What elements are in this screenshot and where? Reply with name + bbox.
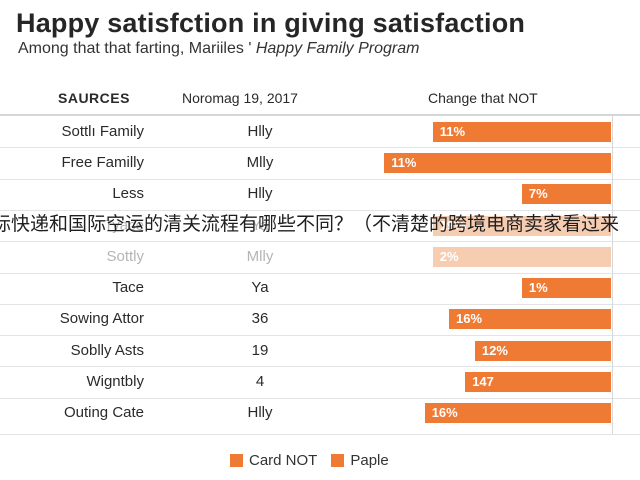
bar-data-label: 11% (439, 123, 466, 139)
bar-data-label: 7% (528, 186, 548, 202)
row-divider (0, 147, 640, 149)
bar: 2% (432, 246, 611, 267)
row-label: Sottly (106, 247, 144, 265)
bar-axis-line (612, 116, 613, 434)
row-label: Tace (112, 279, 144, 297)
row-label: Less (112, 185, 144, 203)
column-header-change: Change that NOT (428, 90, 538, 106)
bar-data-label: 1% (528, 280, 548, 296)
bar: 7% (521, 184, 611, 205)
bar-data-label: 2% (439, 248, 459, 264)
row-value: Hlly (247, 404, 273, 422)
bar: 11% (384, 152, 611, 173)
row-label: Tyace (103, 216, 144, 234)
row-divider (0, 209, 640, 211)
bar: 19% (432, 215, 611, 236)
bottom-divider (0, 434, 640, 435)
bar: 12% (474, 340, 611, 361)
column-header-date: Noromag 19, 2017 (182, 90, 298, 106)
legend-swatch (331, 454, 345, 467)
row-divider (0, 241, 640, 243)
legend-item: Paple (331, 452, 389, 469)
chart-title: Happy satisfction in giving satisfaction (16, 8, 526, 38)
row-value: Mlly (246, 247, 274, 265)
chart-legend: Card NOT Paple (230, 452, 403, 469)
bar: 16% (424, 403, 611, 424)
bar-data-label: 16% (431, 405, 458, 421)
row-divider (0, 397, 640, 399)
row-divider (0, 335, 640, 337)
legend-swatch (230, 454, 243, 467)
row-label: Soblly Asts (70, 341, 144, 359)
row-label: Sottlı Family (61, 122, 144, 140)
subtitle-program-name: Happy Family Program (255, 40, 420, 57)
row-label: Sowing Attor (59, 310, 144, 328)
bar-data-label: 11% (391, 154, 417, 170)
row-label: Wigntbly (86, 373, 144, 391)
bar: 16% (449, 309, 611, 330)
row-divider (0, 366, 640, 368)
bar: 147 (465, 372, 611, 393)
bar-data-label: 16% (456, 311, 483, 327)
bar-data-label: 19% (439, 217, 466, 233)
chart-subtitle: Among that that farting, Mariiles ' Happ… (18, 40, 419, 58)
legend-label: Card NOT (249, 452, 318, 469)
row-divider (0, 178, 640, 180)
row-label: Outing Cate (63, 404, 144, 422)
bar-data-label: 12% (481, 342, 508, 358)
row-value: Hlly (247, 185, 273, 203)
column-header-sources: SAURCES (58, 90, 130, 106)
row-divider (0, 272, 640, 274)
overlay-text: 际快递和国际空运的清关流程有哪些不同？（不清楚的跨境电商卖家看过来 (0, 214, 620, 235)
bar: 1% (521, 278, 611, 299)
row-value: Ya (251, 216, 269, 234)
header-divider (0, 114, 640, 116)
row-value: 19 (251, 341, 269, 359)
row-value: Ya (251, 279, 269, 297)
legend-item: Card NOT (230, 452, 317, 469)
subtitle-prefix: Among that that farting, Mariiles ' (18, 40, 252, 57)
bar-data-label: 147 (472, 374, 494, 390)
row-divider (0, 303, 640, 305)
legend-label: Paple (350, 452, 389, 469)
row-label: Free Familly (61, 153, 144, 171)
row-value: Hlly (247, 122, 273, 140)
row-value: 4 (255, 373, 265, 391)
row-value: 36 (251, 310, 269, 328)
overlay-banner-text: 际快递和国际空运的清关流程有哪些不同？（不清楚的跨境电商卖家看过来 (0, 211, 640, 239)
row-value: Mlly (246, 153, 274, 171)
bar: 11% (432, 121, 611, 142)
